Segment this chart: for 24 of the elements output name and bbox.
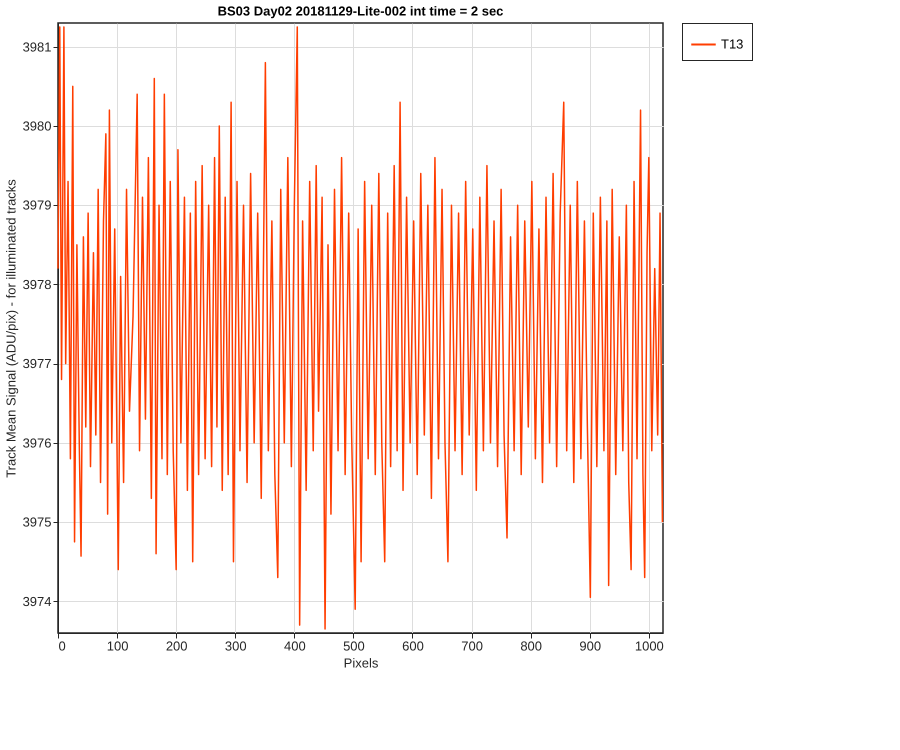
line-series [57,26,664,630]
y-tick-label: 3975 [22,514,52,530]
y-tick-label: 3980 [22,118,52,134]
x-tick-label: 100 [106,638,128,654]
x-tick-label: 400 [284,638,306,654]
y-axis-title: Track Mean Signal (ADU/pix) - for illuminated tracks [4,178,19,478]
x-tick-label: 700 [461,638,483,654]
y-tick-label: 3976 [22,435,52,450]
x-tick-label: 800 [520,638,542,654]
y-tick-label: 3974 [22,594,52,609]
x-tick-label: 600 [402,638,424,654]
x-tick-label: 300 [224,638,247,654]
x-axis-title: Pixels [344,656,379,670]
x-tick-label: 500 [343,638,365,654]
y-tick-label: 3979 [22,198,52,213]
x-tick-label: 0 [58,638,66,654]
legend-label: T13 [721,36,744,52]
x-tick-label: 900 [579,638,602,654]
y-tick-label: 3977 [22,356,52,372]
x-tick-label: 200 [166,638,188,654]
chart-title: BS03 Day02 20181129-Lite-002 int time = 2 sec [218,4,504,18]
y-tick-label: 3978 [22,276,52,292]
x-tick-label: 1000 [634,638,664,654]
y-tick-label: 3981 [22,39,52,54]
